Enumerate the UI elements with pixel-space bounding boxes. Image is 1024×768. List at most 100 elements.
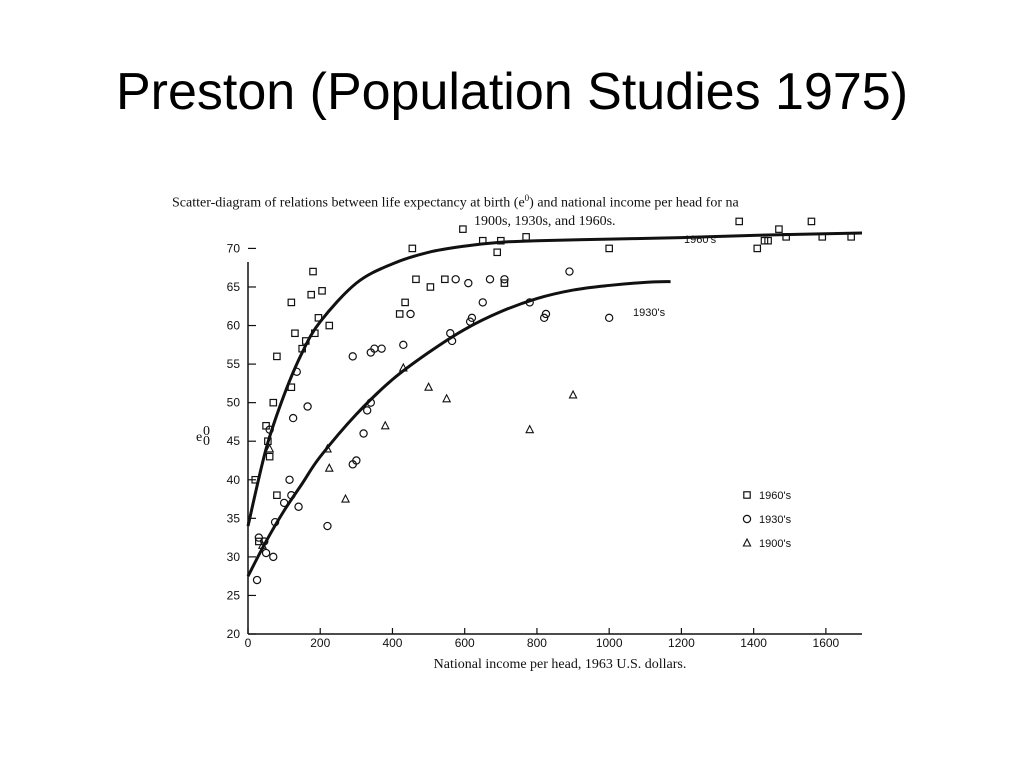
point-1900s — [568, 389, 578, 399]
point-1930s — [465, 317, 475, 326]
caption-line-1: Scatter-diagram of relations between lif… — [172, 189, 864, 213]
point-1930s — [485, 275, 495, 284]
point-1930s — [359, 429, 368, 438]
point-1960s — [287, 383, 296, 392]
y-tick-label: 45 — [227, 434, 241, 448]
legend-marker-1960s — [743, 491, 751, 499]
caption-superscript: 0 — [524, 193, 530, 203]
caption-line-1-end: ) and national income per head for na — [529, 195, 739, 211]
y-tick-label: 60 — [227, 319, 241, 333]
y-tick-label: 40 — [227, 473, 241, 487]
curve-1930s — [246, 280, 671, 577]
point-1900s — [424, 382, 434, 391]
point-1930s — [467, 313, 477, 323]
point-1930s — [294, 502, 303, 511]
point-1900s — [341, 493, 351, 503]
point-1960s — [307, 290, 316, 299]
point-1960s — [847, 233, 855, 241]
point-1960s — [298, 344, 306, 353]
point-1900s — [322, 443, 332, 453]
point-1960s — [311, 329, 319, 338]
point-1960s — [478, 236, 487, 245]
y-tick-label: 20 — [227, 627, 241, 641]
y-tick-label: 50 — [227, 396, 241, 410]
point-1930s — [525, 298, 534, 307]
legend-marker-1930s — [742, 514, 752, 524]
point-1930s — [287, 490, 296, 500]
point-1900s — [324, 462, 334, 472]
point-1960s — [301, 337, 310, 345]
point-1900s — [525, 424, 535, 434]
chart-caption: Scatter-diagram of relations between lif… — [172, 189, 864, 229]
legend-label-1900s: 1900's — [759, 538, 792, 550]
legend-label-1930s: 1930's — [759, 514, 792, 526]
point-1960s — [309, 267, 317, 276]
caption-line-2: 1900s, 1930s, and 1960s. — [474, 213, 616, 229]
point-1960s — [325, 321, 334, 330]
slide-title: Preston (Population Studies 1975) — [115, 63, 909, 121]
point-1930s — [265, 425, 274, 434]
point-1930s — [500, 275, 509, 284]
point-1960s — [264, 437, 272, 446]
point-1930s — [303, 402, 312, 411]
point-1960s — [287, 298, 296, 307]
point-1930s — [541, 309, 551, 319]
x-tick-label: 0 — [245, 636, 252, 650]
point-1960s — [459, 225, 467, 233]
point-1960s — [605, 244, 613, 253]
point-1960s — [426, 283, 435, 291]
curve-label-1930s: 1930's — [633, 307, 666, 319]
point-1960s — [764, 236, 772, 245]
point-1960s — [807, 217, 816, 226]
point-1960s — [818, 233, 827, 241]
point-1960s — [273, 491, 281, 499]
legend-label-1960s: 1960's — [759, 490, 792, 502]
point-1930s — [270, 517, 280, 527]
point-1960s — [314, 314, 323, 322]
point-1960s — [753, 244, 762, 253]
point-1960s — [775, 225, 783, 233]
point-1930s — [254, 533, 264, 542]
y-tick-label: 65 — [227, 280, 241, 294]
point-1960s — [782, 233, 790, 241]
point-1930s — [352, 456, 361, 465]
caption-line-1-start: Scatter-diagram of relations between lif… — [172, 195, 525, 211]
point-1930s — [565, 267, 574, 276]
point-1930s — [399, 340, 408, 350]
x-tick-label: 1200 — [668, 636, 695, 650]
chart-axes: 0 200 400 600 800 1000 1200 1400 160020253035404… — [196, 241, 862, 672]
data-points — [251, 217, 855, 585]
x-tick-label: 400 — [382, 636, 402, 650]
point-1930s — [279, 498, 289, 508]
y-tick-label: 25 — [227, 588, 241, 602]
point-1930s — [288, 413, 298, 423]
point-1930s — [261, 548, 271, 558]
point-1930s — [323, 521, 332, 531]
point-1960s — [251, 475, 260, 484]
point-1960s — [408, 244, 417, 253]
point-1930s — [252, 575, 262, 585]
point-1930s — [348, 352, 357, 361]
point-1900s — [257, 540, 267, 549]
point-1960s — [265, 452, 274, 461]
point-1960s — [318, 287, 326, 295]
point-1900s — [265, 443, 275, 453]
point-1930s — [451, 275, 460, 284]
x-axis-label: National income per head, 1963 U.S. doll… — [434, 657, 687, 672]
point-1960s — [493, 248, 502, 257]
x-tick-label: 1000 — [596, 636, 623, 650]
point-1960s — [735, 217, 744, 226]
point-1930s — [285, 475, 294, 484]
x-tick-label: 1400 — [740, 636, 767, 650]
y-tick-label: 70 — [227, 241, 241, 255]
curve-1960s — [246, 231, 863, 527]
point-1930s — [269, 552, 278, 562]
legend-marker-1900s — [742, 537, 752, 547]
x-tick-label: 800 — [527, 636, 547, 650]
point-1960s — [269, 398, 278, 407]
point-1960s — [522, 233, 530, 241]
point-1900s — [442, 393, 452, 403]
point-1960s — [273, 352, 281, 361]
y-tick-label: 55 — [227, 357, 241, 371]
point-1960s — [441, 275, 449, 284]
